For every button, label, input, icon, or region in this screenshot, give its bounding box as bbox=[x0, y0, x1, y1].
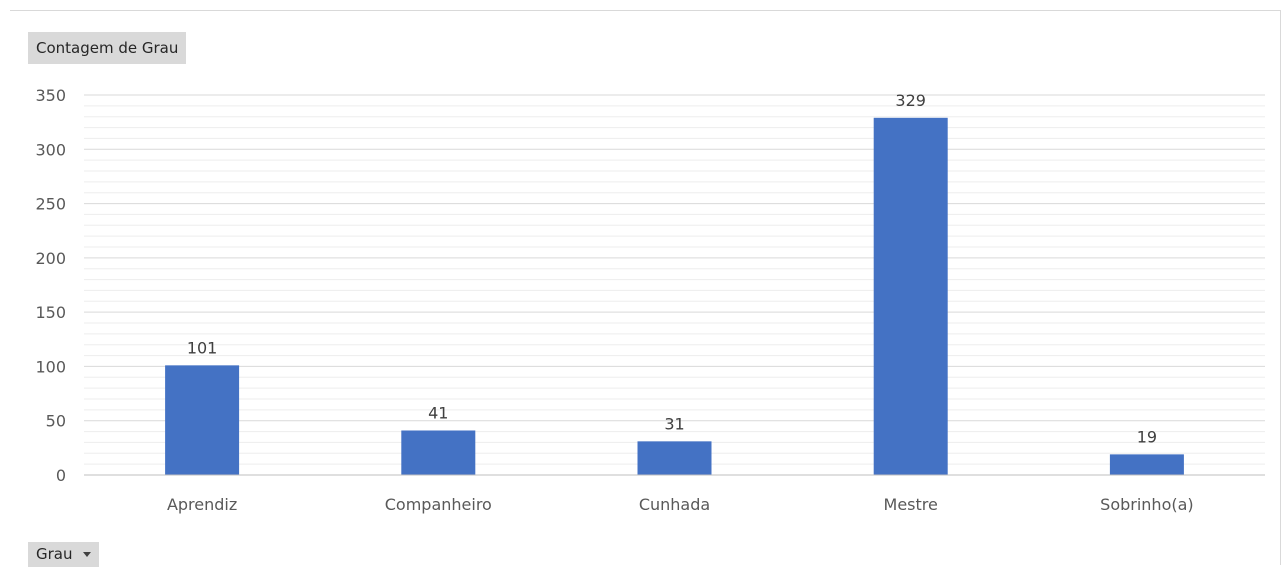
chart-area bbox=[10, 10, 1281, 565]
axis-field-label: Grau bbox=[36, 545, 73, 563]
y-tick-label: 250 bbox=[35, 195, 66, 214]
x-category-label: Sobrinho(a) bbox=[1100, 495, 1193, 514]
x-axis-category-labels: Aprendiz Companheiro Cunhada Mestre Sobrinho… bbox=[167, 495, 1194, 514]
bar-companheiro[interactable] bbox=[401, 430, 476, 475]
bar-cunhada[interactable] bbox=[637, 441, 712, 475]
x-category-label: Mestre bbox=[884, 495, 938, 514]
y-tick-label: 50 bbox=[46, 412, 66, 431]
data-label: 31 bbox=[664, 414, 684, 433]
y-axis-tick-labels: 0 50 100 150 200 250 300 350 bbox=[35, 86, 66, 485]
x-category-label: Cunhada bbox=[639, 495, 710, 514]
bar-sobrinho-a[interactable] bbox=[1109, 454, 1184, 475]
data-label: 329 bbox=[895, 91, 926, 110]
bar-aprendiz[interactable] bbox=[165, 365, 240, 475]
x-category-label: Aprendiz bbox=[167, 495, 237, 514]
y-tick-label: 350 bbox=[35, 86, 66, 105]
bars bbox=[165, 117, 1184, 476]
y-tick-label: 100 bbox=[35, 357, 66, 376]
y-tick-label: 200 bbox=[35, 249, 66, 268]
data-labels: 101 41 31 329 19 bbox=[187, 91, 1157, 447]
bar-mestre[interactable] bbox=[873, 117, 948, 476]
data-label: 41 bbox=[428, 403, 448, 422]
axis-field-button[interactable]: Grau bbox=[28, 542, 99, 567]
values-field-button[interactable]: Contagem de Grau bbox=[28, 32, 187, 64]
chevron-down-icon[interactable] bbox=[82, 552, 91, 557]
values-field-label: Contagem de Grau bbox=[36, 38, 179, 57]
y-tick-label: 150 bbox=[35, 303, 66, 322]
data-label: 19 bbox=[1137, 427, 1157, 446]
y-tick-label: 0 bbox=[56, 466, 66, 485]
minor-gridlines bbox=[84, 105, 1265, 465]
data-label: 101 bbox=[187, 338, 218, 357]
major-gridlines bbox=[84, 94, 1265, 422]
y-tick-label: 300 bbox=[35, 140, 66, 159]
x-category-label: Companheiro bbox=[385, 495, 492, 514]
